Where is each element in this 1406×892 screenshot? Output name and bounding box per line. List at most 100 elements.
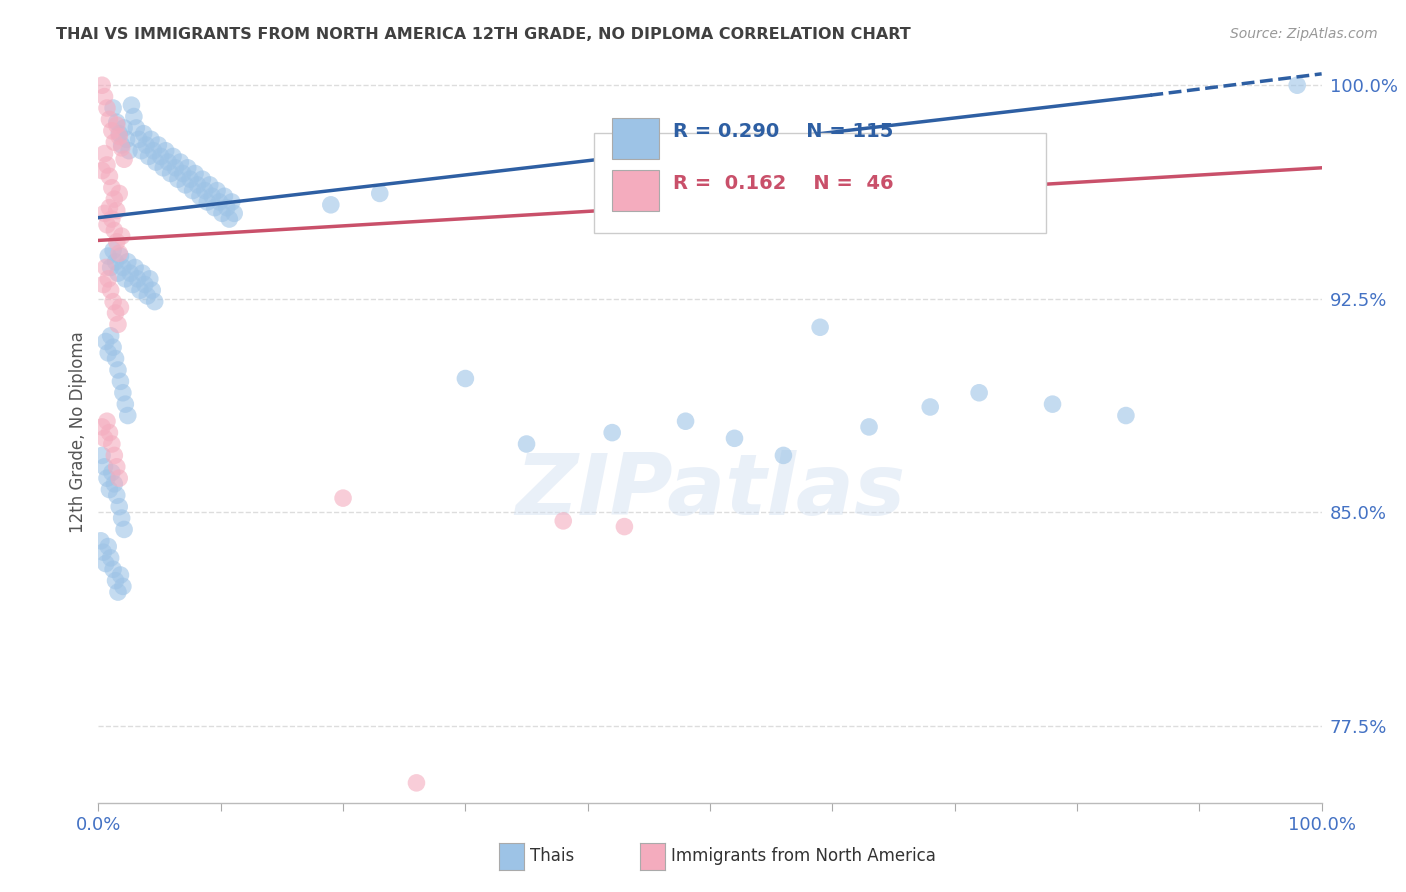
FancyBboxPatch shape	[612, 169, 658, 211]
Point	[91, 449, 114, 463]
Point	[93, 146, 115, 161]
Point	[136, 289, 159, 303]
Point	[165, 161, 187, 175]
Point	[120, 98, 142, 112]
Point	[138, 149, 160, 163]
Point	[108, 246, 131, 260]
Point	[91, 78, 114, 93]
Point	[93, 459, 115, 474]
Point	[184, 166, 207, 180]
Point	[201, 189, 224, 203]
Point	[105, 118, 128, 132]
Point	[108, 127, 131, 141]
Point	[177, 161, 200, 175]
Point	[101, 124, 124, 138]
Point	[97, 249, 120, 263]
Point	[139, 132, 162, 146]
Point	[110, 249, 132, 263]
Point	[100, 283, 122, 297]
Point	[205, 184, 228, 198]
Point	[858, 420, 880, 434]
Text: ZIPatlas: ZIPatlas	[515, 450, 905, 533]
Point	[139, 272, 162, 286]
Point	[114, 272, 136, 286]
Point	[111, 579, 134, 593]
Point	[103, 192, 125, 206]
Point	[96, 101, 118, 115]
Point	[98, 112, 121, 127]
Point	[134, 277, 156, 292]
Point	[600, 425, 623, 440]
Point	[100, 260, 122, 275]
Point	[723, 431, 745, 445]
Point	[94, 260, 117, 275]
Point	[454, 371, 477, 385]
Point	[104, 254, 127, 268]
Point	[97, 346, 120, 360]
Point	[96, 414, 118, 428]
Point	[125, 120, 148, 135]
Point	[405, 776, 427, 790]
Text: THAI VS IMMIGRANTS FROM NORTH AMERICA 12TH GRADE, NO DIPLOMA CORRELATION CHART: THAI VS IMMIGRANTS FROM NORTH AMERICA 12…	[56, 27, 911, 42]
Point	[111, 229, 134, 244]
Point	[107, 318, 129, 332]
Point	[208, 194, 231, 209]
Point	[101, 212, 124, 227]
Point	[103, 476, 125, 491]
Point	[194, 184, 217, 198]
Text: Source: ZipAtlas.com: Source: ZipAtlas.com	[1230, 27, 1378, 41]
Point	[142, 144, 165, 158]
Point	[117, 409, 139, 423]
Point	[112, 523, 135, 537]
Point	[107, 363, 129, 377]
Point	[100, 328, 122, 343]
Point	[103, 223, 125, 237]
Point	[98, 201, 121, 215]
Point	[188, 189, 211, 203]
Point	[179, 172, 201, 186]
Point	[129, 144, 152, 158]
Point	[101, 244, 124, 258]
Point	[101, 294, 124, 309]
Point	[169, 155, 191, 169]
Point	[141, 283, 163, 297]
FancyBboxPatch shape	[593, 133, 1046, 233]
Point	[214, 189, 236, 203]
Point	[97, 540, 120, 554]
Point	[93, 206, 115, 220]
Point	[110, 375, 132, 389]
Point	[104, 351, 127, 366]
Point	[104, 574, 127, 588]
Point	[224, 206, 246, 220]
Point	[112, 120, 135, 135]
Point	[103, 449, 125, 463]
Point	[111, 385, 134, 400]
Point	[107, 585, 129, 599]
Y-axis label: 12th Grade, No Diploma: 12th Grade, No Diploma	[69, 332, 87, 533]
Point	[174, 178, 197, 192]
Point	[108, 500, 131, 514]
Point	[105, 488, 128, 502]
Point	[91, 277, 114, 292]
Point	[105, 203, 128, 218]
Point	[121, 277, 143, 292]
Point	[105, 459, 128, 474]
Point	[94, 557, 117, 571]
Point	[148, 138, 170, 153]
Point	[101, 466, 124, 480]
Point	[218, 212, 240, 227]
Point	[105, 115, 128, 129]
Text: R =  0.162    N =  46: R = 0.162 N = 46	[673, 174, 894, 193]
Point	[515, 437, 537, 451]
Point	[115, 132, 138, 146]
Point	[96, 158, 118, 172]
Point	[108, 186, 131, 201]
Point	[172, 166, 194, 180]
Point	[111, 260, 134, 275]
Point	[100, 550, 122, 565]
Point	[97, 272, 120, 286]
Point	[98, 425, 121, 440]
Text: Immigrants from North America: Immigrants from North America	[671, 847, 935, 865]
Point	[332, 491, 354, 505]
Point	[124, 260, 146, 275]
